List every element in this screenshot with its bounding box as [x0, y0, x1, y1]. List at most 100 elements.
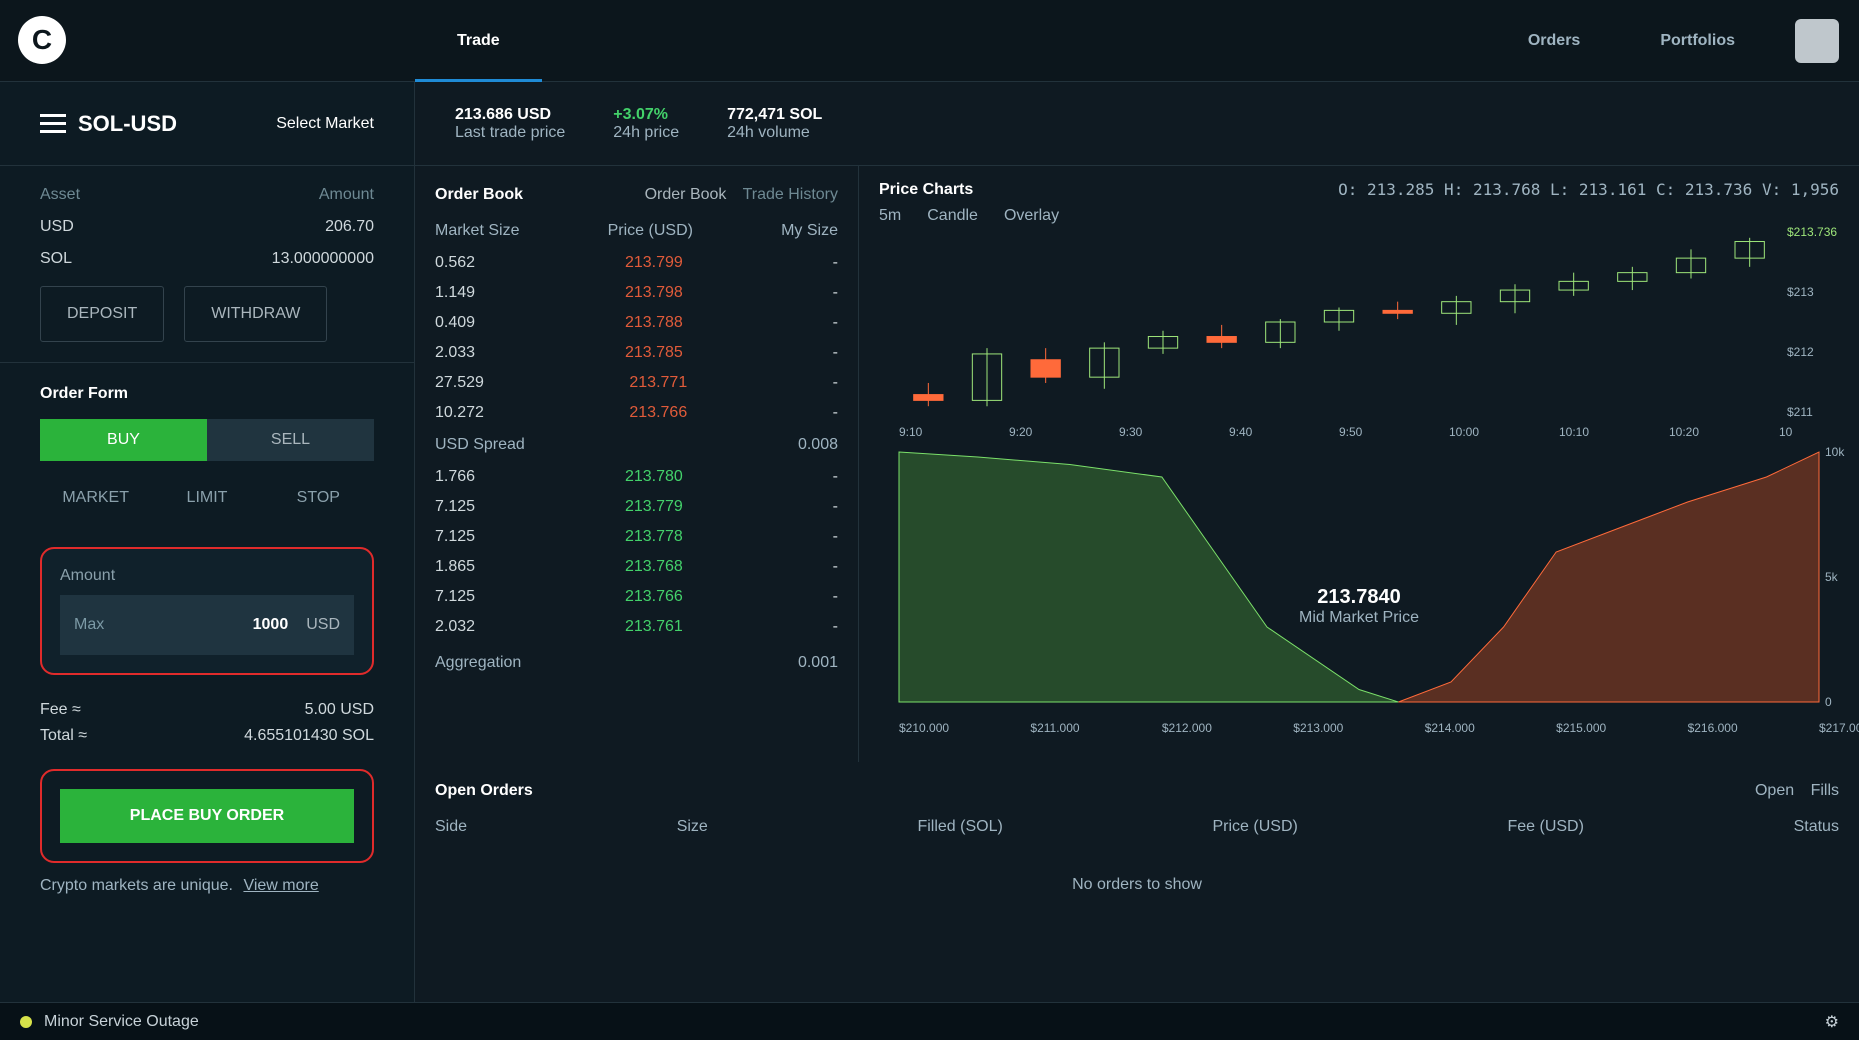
withdraw-label: WITHDRAW: [211, 305, 301, 322]
candle-9: [1441, 295, 1472, 325]
ob-buy-size-1: 7.125: [435, 498, 476, 515]
ob-buy-price-3: 213.768: [624, 558, 683, 575]
time-tick-7: 10:20: [1669, 425, 1699, 439]
candle-11: [1558, 272, 1589, 296]
ob-buy-price-0: 213.780: [624, 468, 683, 485]
balance-sol: SOL 13.000000000: [40, 250, 374, 268]
open-orders-tabs: Open Fills: [1755, 782, 1839, 800]
fills-tab[interactable]: Fills: [1810, 782, 1839, 799]
time-tick-8: 10: [1779, 425, 1793, 439]
orderbook-sells: 0.562 213.799-1.149 213.798-0.409 213.788-2…: [435, 248, 838, 428]
order-type-market-label: MARKET: [62, 489, 129, 506]
ob-sell-size-4: 27.529: [435, 374, 484, 391]
user-avatar[interactable]: [1795, 19, 1839, 63]
spread-label: USD Spread: [435, 436, 525, 453]
candle-8: [1382, 301, 1413, 320]
balance-usd: USD 206.70: [40, 218, 374, 236]
main-area: 213.686 USD Last trade price +3.07% 24h …: [415, 82, 1859, 1040]
ob-buy-price-1: 213.779: [624, 498, 683, 515]
order-type-limit-label: LIMIT: [186, 489, 228, 506]
amount-unit-label: USD: [306, 616, 340, 633]
ob-header-size: Market Size: [435, 222, 520, 239]
ob-sell-price-5: 213.766: [629, 404, 688, 421]
amount-max[interactable]: Max: [74, 616, 104, 634]
orderbook-sell-row-0: 0.562 213.799 -: [435, 248, 838, 278]
ob-sell-my-3: -: [832, 344, 838, 361]
depth-x-label-0: $210.000: [899, 721, 949, 735]
open-tab[interactable]: Open: [1754, 782, 1795, 799]
time-tick-3: 9:40: [1229, 425, 1253, 439]
ob-buy-price-4: 213.766: [624, 588, 683, 605]
depth-x-label-5: $215.000: [1556, 721, 1606, 735]
total-label: Total ≈: [40, 727, 88, 744]
depth-bids: [898, 451, 1399, 703]
nav-orders[interactable]: Orders: [1488, 32, 1620, 50]
menu-icon[interactable]: [40, 113, 66, 134]
select-market[interactable]: Select Market: [276, 115, 374, 133]
deposit-label: DEPOSIT: [67, 305, 138, 322]
orderbook-tab-order[interactable]: Order Book: [644, 186, 727, 203]
ob-sell-price-2: 213.788: [624, 314, 683, 331]
ob-sell-price-0: 213.799: [624, 254, 683, 271]
price-label-1: $213: [1787, 285, 1814, 299]
orderbook-sell-row-2: 0.409 213.788 -: [435, 308, 838, 338]
orderbook-header: Market Size Price (USD) My Size: [435, 222, 838, 240]
last-price-value: 213.686: [455, 105, 513, 123]
amount-value[interactable]: 1000: [253, 616, 289, 634]
withdraw-button[interactable]: WITHDRAW: [184, 286, 328, 342]
open-orders: Open Orders Open Fills Side Size Filled …: [415, 762, 1859, 1040]
ob-sell-my-5: -: [832, 404, 838, 421]
candle-body-12: [1617, 272, 1648, 282]
stat-24h-volume: 772,471 SOL 24h volume: [727, 105, 823, 141]
interval-select[interactable]: 5m: [879, 207, 902, 224]
candle-12: [1617, 266, 1648, 291]
overlay-select[interactable]: Overlay: [1003, 207, 1060, 224]
depth-x-label-7: $217.000: [1819, 721, 1859, 735]
time-tick-6: 10:10: [1559, 425, 1589, 439]
ob-sell-my-1: -: [832, 284, 838, 301]
ob-buy-size-2: 7.125: [435, 528, 476, 545]
side-buy[interactable]: BUY: [40, 419, 207, 461]
panes: Order Book Order Book Trade History Mark…: [415, 166, 1859, 762]
disclaimer-text: Crypto markets are unique.: [40, 877, 233, 894]
amount-inner[interactable]: Max 1000 USD: [60, 595, 354, 655]
volume-24h-value: 772,471: [727, 105, 785, 123]
ob-sell-size-2: 0.409: [435, 314, 476, 331]
total-value: 4.655101430: [244, 727, 338, 744]
mid-price-value: 213.7840: [1317, 586, 1401, 608]
price-label-3: $211: [1787, 405, 1813, 419]
ob-sell-price-4: 213.771: [629, 374, 688, 391]
candle-1: [971, 348, 1003, 407]
total-unit: SOL: [341, 727, 374, 744]
amount-max-label: Max: [74, 616, 105, 633]
tab-trade[interactable]: Trade: [415, 0, 542, 82]
amount-box: Amount Max 1000 USD: [40, 547, 374, 675]
balances: Asset Amount USD 206.70 SOL 13.000000000…: [0, 166, 414, 363]
orderbook-pane: Order Book Order Book Trade History Mark…: [415, 166, 859, 762]
depth-chart: $210.000 $211.000 $212.000 $213.000 $214.000…: [898, 445, 1859, 735]
nav-portfolios[interactable]: Portfolios: [1620, 32, 1775, 50]
candle-body-7: [1323, 309, 1355, 323]
place-buy-order-button[interactable]: PLACE BUY ORDER: [60, 789, 354, 843]
ob-header-price: Price (USD): [607, 222, 693, 239]
candle-3: [1089, 342, 1120, 389]
candle-chart: 9:10 9:20 9:30 9:40 9:50 10:00 10:10 10:20 10 $21…: [899, 225, 1837, 439]
volume-24h-label: 24h volume: [727, 123, 810, 141]
orderbook-sell-row-3: 2.033 213.785 -: [435, 338, 838, 368]
settings-icon[interactable]: ⚙: [1824, 1013, 1839, 1031]
order-type-limit[interactable]: LIMIT: [151, 479, 262, 517]
side-sell[interactable]: SELL: [207, 419, 374, 461]
orderbook-tab-trades[interactable]: Trade History: [742, 186, 838, 203]
order-type-stop-label: STOP: [296, 489, 340, 506]
aggregation-value: 0.001: [797, 654, 838, 671]
view-more-link[interactable]: View more: [243, 877, 319, 894]
chart-type-select[interactable]: Candle: [927, 207, 978, 224]
order-type-market[interactable]: MARKET: [40, 479, 151, 517]
col-fee: Fee (USD): [1507, 818, 1584, 835]
order-type-stop[interactable]: STOP: [263, 479, 374, 517]
candle-5: [1206, 324, 1237, 349]
ob-buy-my-3: -: [832, 558, 838, 575]
deposit-button[interactable]: DEPOSIT: [40, 286, 165, 342]
ob-buy-my-5: -: [832, 618, 838, 635]
balance-usd-value: 206.70: [325, 218, 374, 235]
